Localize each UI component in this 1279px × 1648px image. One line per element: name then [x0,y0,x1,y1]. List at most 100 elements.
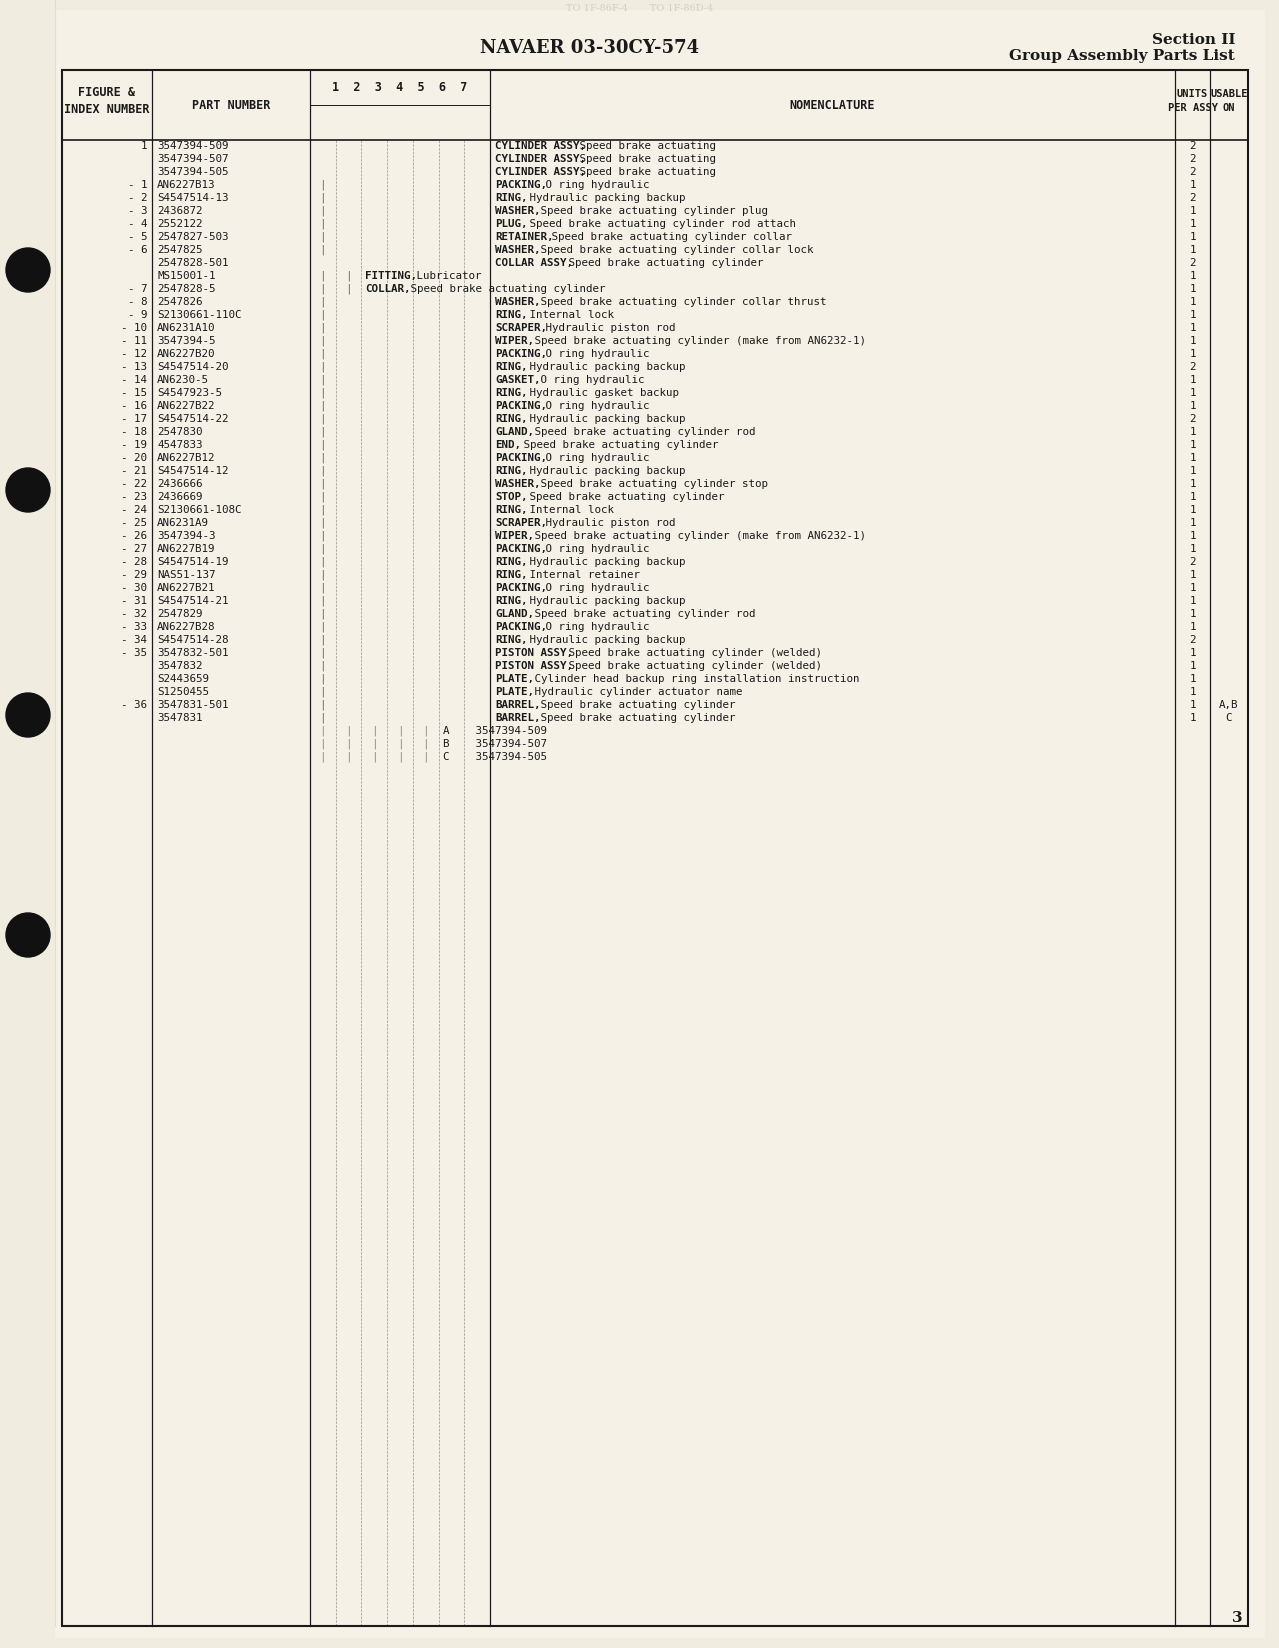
Text: Speed brake actuating cylinder: Speed brake actuating cylinder [517,440,719,450]
Text: UNITS
PER ASSY: UNITS PER ASSY [1168,89,1218,112]
Text: - 5: - 5 [128,232,147,242]
Text: 1: 1 [141,142,147,152]
Text: RING,: RING, [495,363,527,372]
Text: 1: 1 [1189,544,1196,554]
Text: A    3547394-509: A 3547394-509 [443,727,546,737]
Text: 1: 1 [1189,621,1196,631]
Text: CYLINDER ASSY,: CYLINDER ASSY, [495,166,586,176]
Text: 1: 1 [1189,310,1196,320]
Text: RING,: RING, [495,193,527,203]
Text: 1: 1 [1189,323,1196,333]
Text: 2547826: 2547826 [157,297,202,307]
Text: B    3547394-507: B 3547394-507 [443,738,546,748]
Text: 1: 1 [1189,661,1196,671]
Text: |: | [320,283,326,295]
Text: C    3547394-505: C 3547394-505 [443,751,546,761]
Text: Speed brake actuating cylinder (welded): Speed brake actuating cylinder (welded) [561,648,821,658]
Text: Speed brake actuating: Speed brake actuating [573,166,716,176]
Text: |: | [345,751,352,763]
Text: S2443659: S2443659 [157,674,208,684]
Text: 1: 1 [1189,687,1196,697]
Text: S4547514-21: S4547514-21 [157,597,229,606]
Text: O ring hydraulic: O ring hydraulic [533,376,645,386]
Circle shape [6,468,50,513]
Text: PACKING,: PACKING, [495,400,547,410]
Text: 1: 1 [1189,246,1196,255]
Text: 1: 1 [1189,493,1196,503]
Text: |: | [320,570,326,580]
Text: S2130661-108C: S2130661-108C [157,504,242,516]
Text: 2547828-5: 2547828-5 [157,283,215,293]
Text: |: | [320,206,326,216]
Text: Hydraulic gasket backup: Hydraulic gasket backup [523,387,679,399]
Text: GASKET,: GASKET, [495,376,541,386]
Text: |: | [320,323,326,333]
Text: |: | [320,270,326,282]
Text: S4547514-28: S4547514-28 [157,634,229,644]
Text: 2: 2 [1189,166,1196,176]
Text: WASHER,: WASHER, [495,480,541,489]
Text: S4547514-12: S4547514-12 [157,466,229,476]
Text: 3547394-507: 3547394-507 [157,153,229,165]
Text: AN6231A9: AN6231A9 [157,517,208,527]
Text: 3: 3 [1233,1612,1243,1625]
Text: - 17: - 17 [122,414,147,424]
Text: - 35: - 35 [122,648,147,658]
Text: 4547833: 4547833 [157,440,202,450]
Text: FIGURE &
INDEX NUMBER: FIGURE & INDEX NUMBER [64,86,150,115]
Text: Speed brake actuating cylinder rod attach: Speed brake actuating cylinder rod attac… [523,219,796,229]
Text: - 10: - 10 [122,323,147,333]
Text: 3547394-505: 3547394-505 [157,166,229,176]
Text: 2: 2 [1189,634,1196,644]
Text: |: | [320,466,326,476]
Text: |: | [320,414,326,424]
Text: RING,: RING, [495,504,527,516]
Text: PACKING,: PACKING, [495,180,547,190]
Text: SCRAPER,: SCRAPER, [495,517,547,527]
Text: STOP,: STOP, [495,493,527,503]
Text: 2552122: 2552122 [157,219,202,229]
Text: RING,: RING, [495,387,527,399]
Text: NOMENCLATURE: NOMENCLATURE [789,99,875,112]
Text: PLATE,: PLATE, [495,687,535,697]
Text: WIPER,: WIPER, [495,336,535,346]
Text: |: | [320,738,326,750]
Text: |: | [422,751,428,763]
Text: A,B: A,B [1219,700,1239,710]
Text: PACKING,: PACKING, [495,544,547,554]
Text: 1  2  3  4  5  6  7: 1 2 3 4 5 6 7 [333,81,468,94]
Text: |: | [320,310,326,320]
Text: PACKING,: PACKING, [495,453,547,463]
Text: PLUG,: PLUG, [495,219,527,229]
Text: |: | [371,725,377,737]
Text: 1: 1 [1189,297,1196,307]
Text: S1250455: S1250455 [157,687,208,697]
Text: |: | [320,751,326,763]
Text: |: | [320,349,326,359]
Text: |: | [422,738,428,750]
Text: AN6227B13: AN6227B13 [157,180,215,190]
Text: - 4: - 4 [128,219,147,229]
Text: Lubricator: Lubricator [409,270,481,282]
Text: - 28: - 28 [122,557,147,567]
Text: Speed brake actuating cylinder stop: Speed brake actuating cylinder stop [533,480,767,489]
Text: C: C [1225,714,1232,723]
Text: 3547394-5: 3547394-5 [157,336,215,346]
Text: |: | [320,725,326,737]
Text: 1: 1 [1189,700,1196,710]
Text: PLATE,: PLATE, [495,674,535,684]
Text: 3547831: 3547831 [157,714,202,723]
Text: RING,: RING, [495,414,527,424]
Text: S4547514-19: S4547514-19 [157,557,229,567]
Text: - 13: - 13 [122,363,147,372]
Text: |: | [320,504,326,516]
Text: PISTON ASSY,: PISTON ASSY, [495,648,573,658]
Text: 1: 1 [1189,206,1196,216]
Text: Section II: Section II [1151,33,1236,48]
Circle shape [6,247,50,292]
Text: 1: 1 [1189,283,1196,293]
Text: - 16: - 16 [122,400,147,410]
Text: 2436669: 2436669 [157,493,202,503]
Text: 3547394-509: 3547394-509 [157,142,229,152]
Text: - 18: - 18 [122,427,147,437]
